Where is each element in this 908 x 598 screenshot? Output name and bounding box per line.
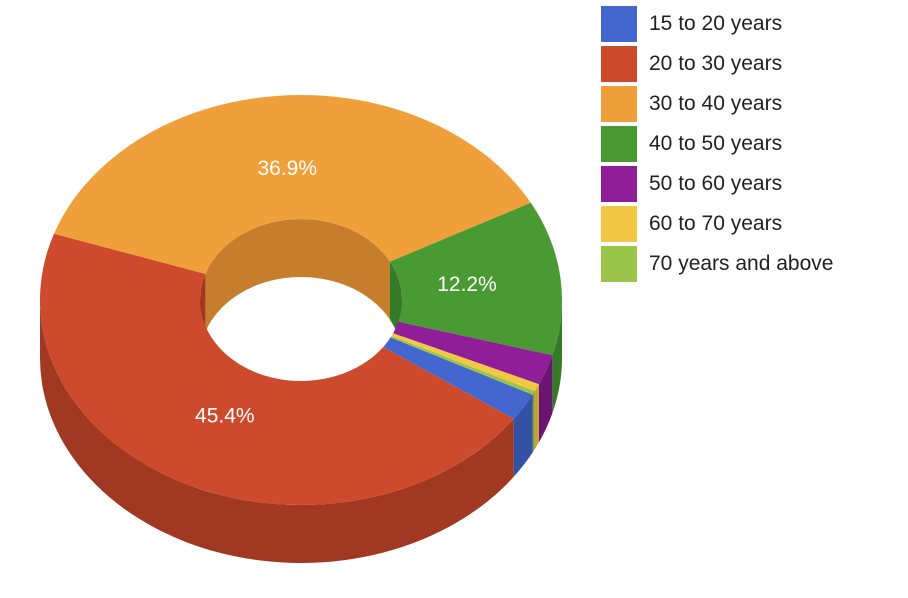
legend-item-60-70[interactable]: 60 to 70 years xyxy=(601,204,833,244)
slice-label-2: 36.9% xyxy=(257,157,317,180)
legend-swatch xyxy=(601,206,637,242)
legend-swatch xyxy=(601,46,637,82)
legend-label: 50 to 60 years xyxy=(649,172,783,195)
legend-item-20-30[interactable]: 20 to 30 years xyxy=(601,44,833,84)
pie-side-6 xyxy=(532,391,535,453)
pie-chart: 45.4% 36.9% 12.2% xyxy=(39,94,562,564)
slice-label-3: 12.2% xyxy=(437,273,497,296)
pie-side-5 xyxy=(534,384,539,450)
legend-swatch xyxy=(601,6,637,42)
pie-slice-3[interactable] xyxy=(389,202,562,356)
pie-tops xyxy=(39,94,562,506)
pie-inner-walls xyxy=(199,218,402,381)
legend-item-30-40[interactable]: 30 to 40 years xyxy=(601,84,833,124)
legend-item-50-60[interactable]: 50 to 60 years xyxy=(601,164,833,204)
legend-label: 60 to 70 years xyxy=(649,212,783,235)
legend-swatch xyxy=(601,166,637,202)
pie-side-3 xyxy=(552,300,562,414)
pie-inner-wall-2 xyxy=(205,218,390,332)
legend-swatch xyxy=(601,246,637,282)
pie-slice-6[interactable] xyxy=(390,336,535,395)
legend-label: 20 to 30 years xyxy=(649,52,783,75)
pie-slice-5[interactable] xyxy=(391,333,539,392)
pie-slice-2[interactable] xyxy=(54,94,531,274)
legend: 15 to 20 years 20 to 30 years 30 to 40 y… xyxy=(601,4,833,284)
pie-sides xyxy=(40,300,562,564)
legend-label: 40 to 50 years xyxy=(649,132,783,155)
legend-label: 15 to 20 years xyxy=(649,12,783,35)
pie-slice-0[interactable] xyxy=(383,337,533,419)
legend-label: 30 to 40 years xyxy=(649,92,783,115)
pie-slice-1[interactable] xyxy=(39,233,514,506)
legend-item-70-above[interactable]: 70 years and above xyxy=(601,244,833,284)
legend-label: 70 years and above xyxy=(649,252,834,275)
legend-swatch xyxy=(601,126,637,162)
legend-item-15-20[interactable]: 15 to 20 years xyxy=(601,4,833,44)
pie-labels: 45.4% 36.9% 12.2% xyxy=(195,157,497,428)
slice-label-1: 45.4% xyxy=(195,404,255,427)
pie-side-4 xyxy=(538,355,553,443)
pie-side-0 xyxy=(513,394,533,477)
legend-item-40-50[interactable]: 40 to 50 years xyxy=(601,124,833,164)
pie-slice-4[interactable] xyxy=(393,321,553,385)
legend-swatch xyxy=(601,86,637,122)
pie-side-1 xyxy=(40,300,514,564)
